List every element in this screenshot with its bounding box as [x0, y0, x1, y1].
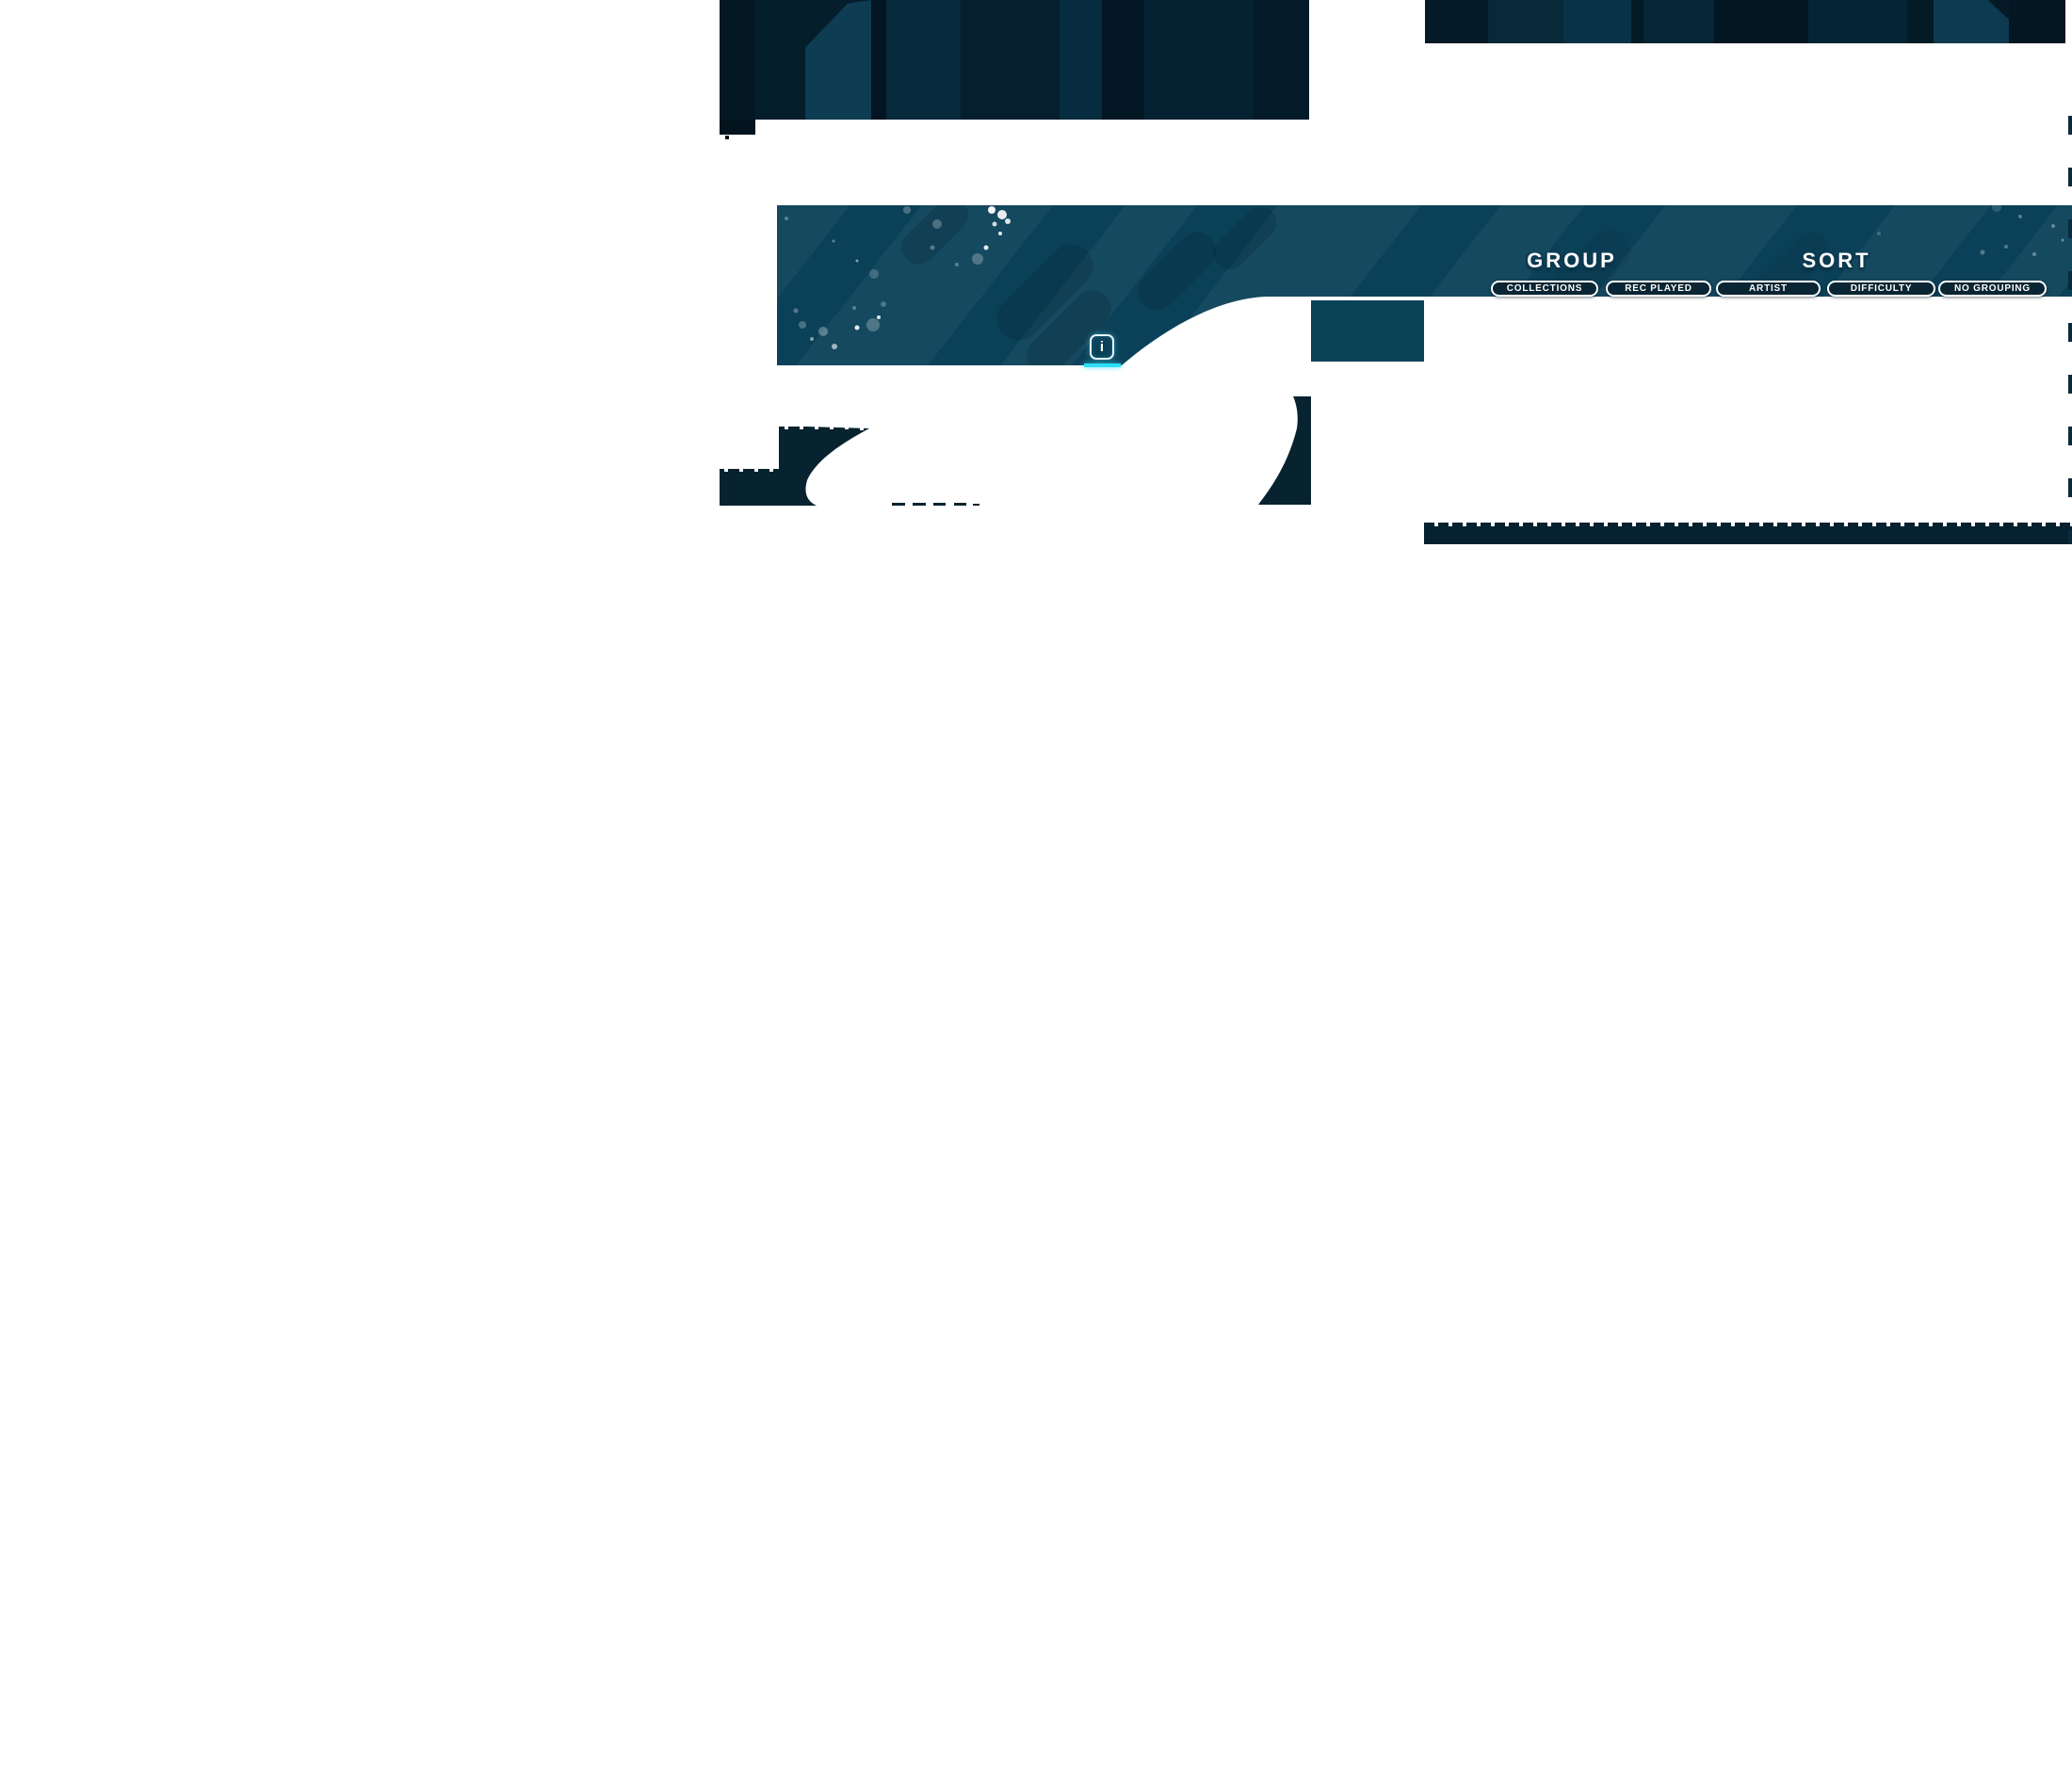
screen-edge-dashed-line [2068, 116, 2072, 544]
artwork-wedge-shape [1934, 0, 2009, 43]
artwork-wedge-shape [805, 0, 871, 120]
filter-button-label: REC PLAYED [1625, 283, 1692, 294]
info-icon-glyph: i [1099, 339, 1105, 355]
artwork-strip-step [720, 120, 755, 135]
banner-sub-panel [1311, 300, 1424, 362]
filter-button-no-grouping[interactable]: NO GROUPING [1938, 281, 2047, 297]
filter-button-label: DIFFICULTY [1850, 283, 1913, 294]
filter-button-label: NO GROUPING [1953, 283, 2032, 294]
wedge-fragments [720, 396, 1311, 506]
filter-button-label: COLLECTIONS [1506, 283, 1583, 294]
filter-button-collections[interactable]: COLLECTIONS [1491, 281, 1598, 297]
wedge-fragment-left [720, 427, 869, 506]
info-icon[interactable]: i [1090, 334, 1114, 360]
top-left-artwork-strip [720, 0, 1309, 120]
top-right-artwork-strip [1425, 0, 2065, 43]
carousel-bar-dashed-edge [1424, 523, 2072, 527]
filter-banner [777, 205, 2072, 365]
filter-button-artist[interactable]: ARTIST [1716, 281, 1821, 297]
carousel-bar [1424, 526, 2072, 544]
banner-speckles [785, 205, 2064, 349]
sort-heading: SORT [1802, 249, 1871, 272]
group-heading: GROUP [1527, 249, 1617, 272]
filter-button-difficulty[interactable]: DIFFICULTY [1827, 281, 1935, 297]
artwork-speck [725, 136, 729, 139]
wedge-fragment-crescent [1258, 396, 1311, 505]
selected-tab-underline [1084, 363, 1121, 367]
filter-button-label: ARTIST [1749, 283, 1788, 294]
filter-button-rec-played[interactable]: REC PLAYED [1606, 281, 1711, 297]
wedge-dashed-notches [724, 427, 864, 472]
